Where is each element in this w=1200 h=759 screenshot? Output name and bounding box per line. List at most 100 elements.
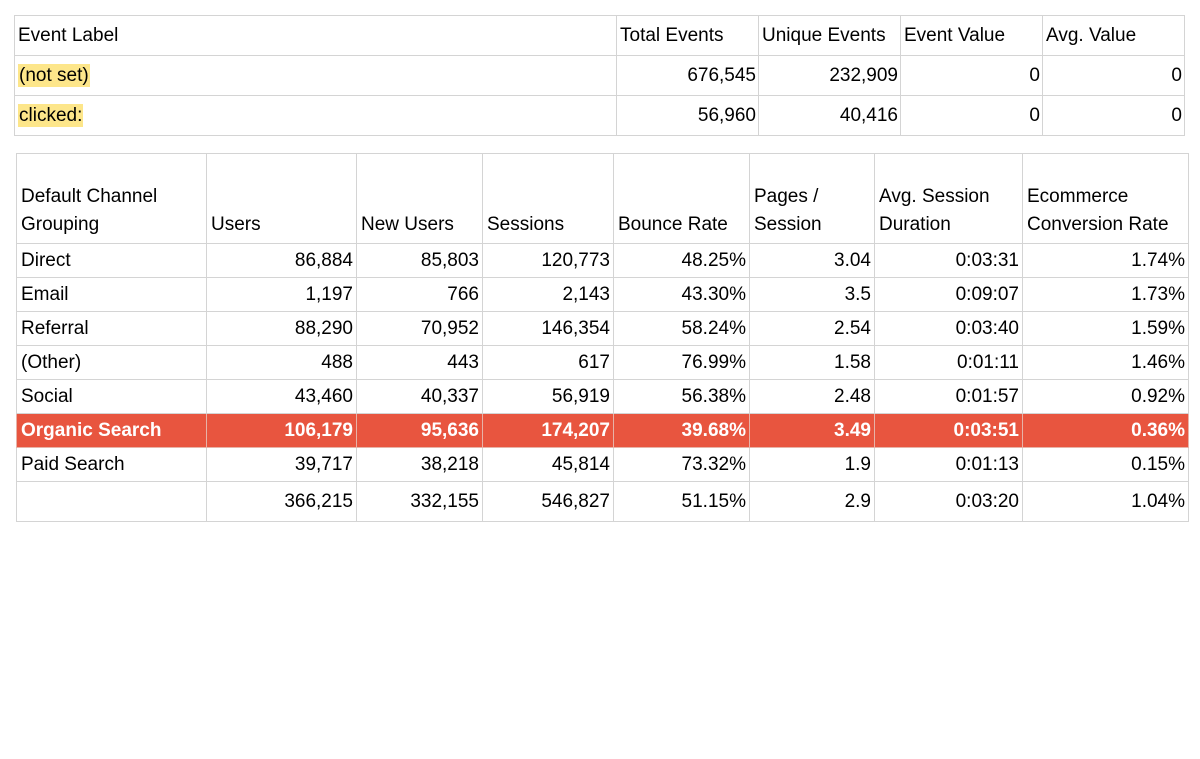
new-users-cell[interactable]: 85,803 (356, 243, 483, 278)
sessions-cell[interactable]: 617 (482, 345, 614, 380)
channel-cell[interactable] (16, 481, 207, 522)
users-cell[interactable]: 1,197 (206, 277, 357, 312)
conversion-rate-cell[interactable]: 0.36% (1022, 413, 1189, 448)
channel-cell[interactable]: Paid Search (16, 447, 207, 482)
sessions-total-cell[interactable]: 546,827 (482, 481, 614, 522)
sessions-cell[interactable]: 45,814 (482, 447, 614, 482)
new-users-cell[interactable]: 38,218 (356, 447, 483, 482)
avg-session-duration-cell[interactable]: 0:01:57 (874, 379, 1023, 414)
channels-header-row: Default Channel Grouping Users New Users … (16, 153, 1189, 244)
conversion-rate-cell[interactable]: 0.92% (1022, 379, 1189, 414)
total-events-cell[interactable]: 56,960 (616, 95, 759, 136)
pages-per-session-cell[interactable]: 3.5 (749, 277, 875, 312)
unique-events-cell[interactable]: 232,909 (758, 55, 901, 96)
unique-events-cell[interactable]: 40,416 (758, 95, 901, 136)
avg-session-duration-total-cell[interactable]: 0:03:20 (874, 481, 1023, 522)
new-users-cell[interactable]: 766 (356, 277, 483, 312)
channel-cell[interactable]: Direct (16, 243, 207, 278)
pages-per-session-cell[interactable]: 2.54 (749, 311, 875, 346)
avg-session-duration-cell[interactable]: 0:03:51 (874, 413, 1023, 448)
header-default-channel-grouping[interactable]: Default Channel Grouping (16, 153, 207, 244)
channel-row-email: Email 1,197 766 2,143 43.30% 3.5 0:09:07… (16, 277, 1189, 312)
header-total-events[interactable]: Total Events (616, 15, 759, 56)
event-value-cell[interactable]: 0 (900, 95, 1043, 136)
header-new-users[interactable]: New Users (356, 153, 483, 244)
header-sessions[interactable]: Sessions (482, 153, 614, 244)
users-cell[interactable]: 88,290 (206, 311, 357, 346)
channel-cell[interactable]: Email (16, 277, 207, 312)
pages-per-session-cell[interactable]: 1.9 (749, 447, 875, 482)
header-ecommerce-conversion-rate[interactable]: Ecommerce Conversion Rate (1022, 153, 1189, 244)
header-line-2: Conversion Rate (1027, 214, 1169, 235)
header-line-2: Sessions (487, 214, 565, 235)
pages-per-session-cell[interactable]: 1.58 (749, 345, 875, 380)
users-total-cell[interactable]: 366,215 (206, 481, 357, 522)
event-label-highlight: clicked: (18, 103, 84, 127)
channel-totals-row: 366,215 332,155 546,827 51.15% 2.9 0:03:… (16, 481, 1189, 522)
conversion-rate-cell[interactable]: 1.73% (1022, 277, 1189, 312)
users-cell[interactable]: 488 (206, 345, 357, 380)
conversion-rate-cell[interactable]: 1.59% (1022, 311, 1189, 346)
avg-value-cell[interactable]: 0 (1042, 95, 1185, 136)
sessions-cell[interactable]: 174,207 (482, 413, 614, 448)
channel-row-other: (Other) 488 443 617 76.99% 1.58 0:01:11 … (16, 345, 1189, 380)
users-cell[interactable]: 43,460 (206, 379, 357, 414)
channel-cell[interactable]: Organic Search (16, 413, 207, 448)
bounce-rate-cell[interactable]: 73.32% (613, 447, 750, 482)
header-avg-session-duration[interactable]: Avg. Session Duration (874, 153, 1023, 244)
sessions-cell[interactable]: 56,919 (482, 379, 614, 414)
pages-per-session-cell[interactable]: 3.04 (749, 243, 875, 278)
pages-per-session-total-cell[interactable]: 2.9 (749, 481, 875, 522)
new-users-cell[interactable]: 70,952 (356, 311, 483, 346)
avg-session-duration-cell[interactable]: 0:03:31 (874, 243, 1023, 278)
bounce-rate-cell[interactable]: 48.25% (613, 243, 750, 278)
header-avg-value[interactable]: Avg. Value (1042, 15, 1185, 56)
sessions-cell[interactable]: 2,143 (482, 277, 614, 312)
new-users-cell[interactable]: 40,337 (356, 379, 483, 414)
users-cell[interactable]: 86,884 (206, 243, 357, 278)
bounce-rate-total-cell[interactable]: 51.15% (613, 481, 750, 522)
channel-row-social: Social 43,460 40,337 56,919 56.38% 2.48 … (16, 379, 1189, 414)
header-pages-per-session[interactable]: Pages / Session (749, 153, 875, 244)
new-users-total-cell[interactable]: 332,155 (356, 481, 483, 522)
avg-value-cell[interactable]: 0 (1042, 55, 1185, 96)
header-unique-events[interactable]: Unique Events (758, 15, 901, 56)
header-line-1: Ecommerce (1027, 186, 1129, 207)
users-cell[interactable]: 106,179 (206, 413, 357, 448)
event-label-cell[interactable]: (not set) (14, 55, 617, 96)
bounce-rate-cell[interactable]: 43.30% (613, 277, 750, 312)
channel-cell[interactable]: Referral (16, 311, 207, 346)
bounce-rate-cell[interactable]: 58.24% (613, 311, 750, 346)
avg-session-duration-cell[interactable]: 0:01:13 (874, 447, 1023, 482)
header-event-label[interactable]: Event Label (14, 15, 617, 56)
sessions-cell[interactable]: 146,354 (482, 311, 614, 346)
bounce-rate-cell[interactable]: 56.38% (613, 379, 750, 414)
channel-cell[interactable]: Social (16, 379, 207, 414)
new-users-cell[interactable]: 443 (356, 345, 483, 380)
pages-per-session-cell[interactable]: 2.48 (749, 379, 875, 414)
new-users-cell[interactable]: 95,636 (356, 413, 483, 448)
header-line-2: New Users (361, 214, 454, 235)
bounce-rate-cell[interactable]: 39.68% (613, 413, 750, 448)
conversion-rate-total-cell[interactable]: 1.04% (1022, 481, 1189, 522)
avg-session-duration-cell[interactable]: 0:01:11 (874, 345, 1023, 380)
sessions-cell[interactable]: 120,773 (482, 243, 614, 278)
pages-per-session-cell[interactable]: 3.49 (749, 413, 875, 448)
total-events-cell[interactable]: 676,545 (616, 55, 759, 96)
bounce-rate-cell[interactable]: 76.99% (613, 345, 750, 380)
avg-session-duration-cell[interactable]: 0:09:07 (874, 277, 1023, 312)
users-cell[interactable]: 39,717 (206, 447, 357, 482)
header-line-1: Default Channel (21, 186, 158, 207)
conversion-rate-cell[interactable]: 0.15% (1022, 447, 1189, 482)
header-event-value[interactable]: Event Value (900, 15, 1043, 56)
events-row: (not set) 676,545 232,909 0 0 (14, 55, 1185, 96)
conversion-rate-cell[interactable]: 1.46% (1022, 345, 1189, 380)
event-label-cell[interactable]: clicked: (14, 95, 617, 136)
header-users[interactable]: Users (206, 153, 357, 244)
conversion-rate-cell[interactable]: 1.74% (1022, 243, 1189, 278)
header-bounce-rate[interactable]: Bounce Rate (613, 153, 750, 244)
avg-session-duration-cell[interactable]: 0:03:40 (874, 311, 1023, 346)
channel-row-direct: Direct 86,884 85,803 120,773 48.25% 3.04… (16, 243, 1189, 278)
channel-cell[interactable]: (Other) (16, 345, 207, 380)
event-value-cell[interactable]: 0 (900, 55, 1043, 96)
